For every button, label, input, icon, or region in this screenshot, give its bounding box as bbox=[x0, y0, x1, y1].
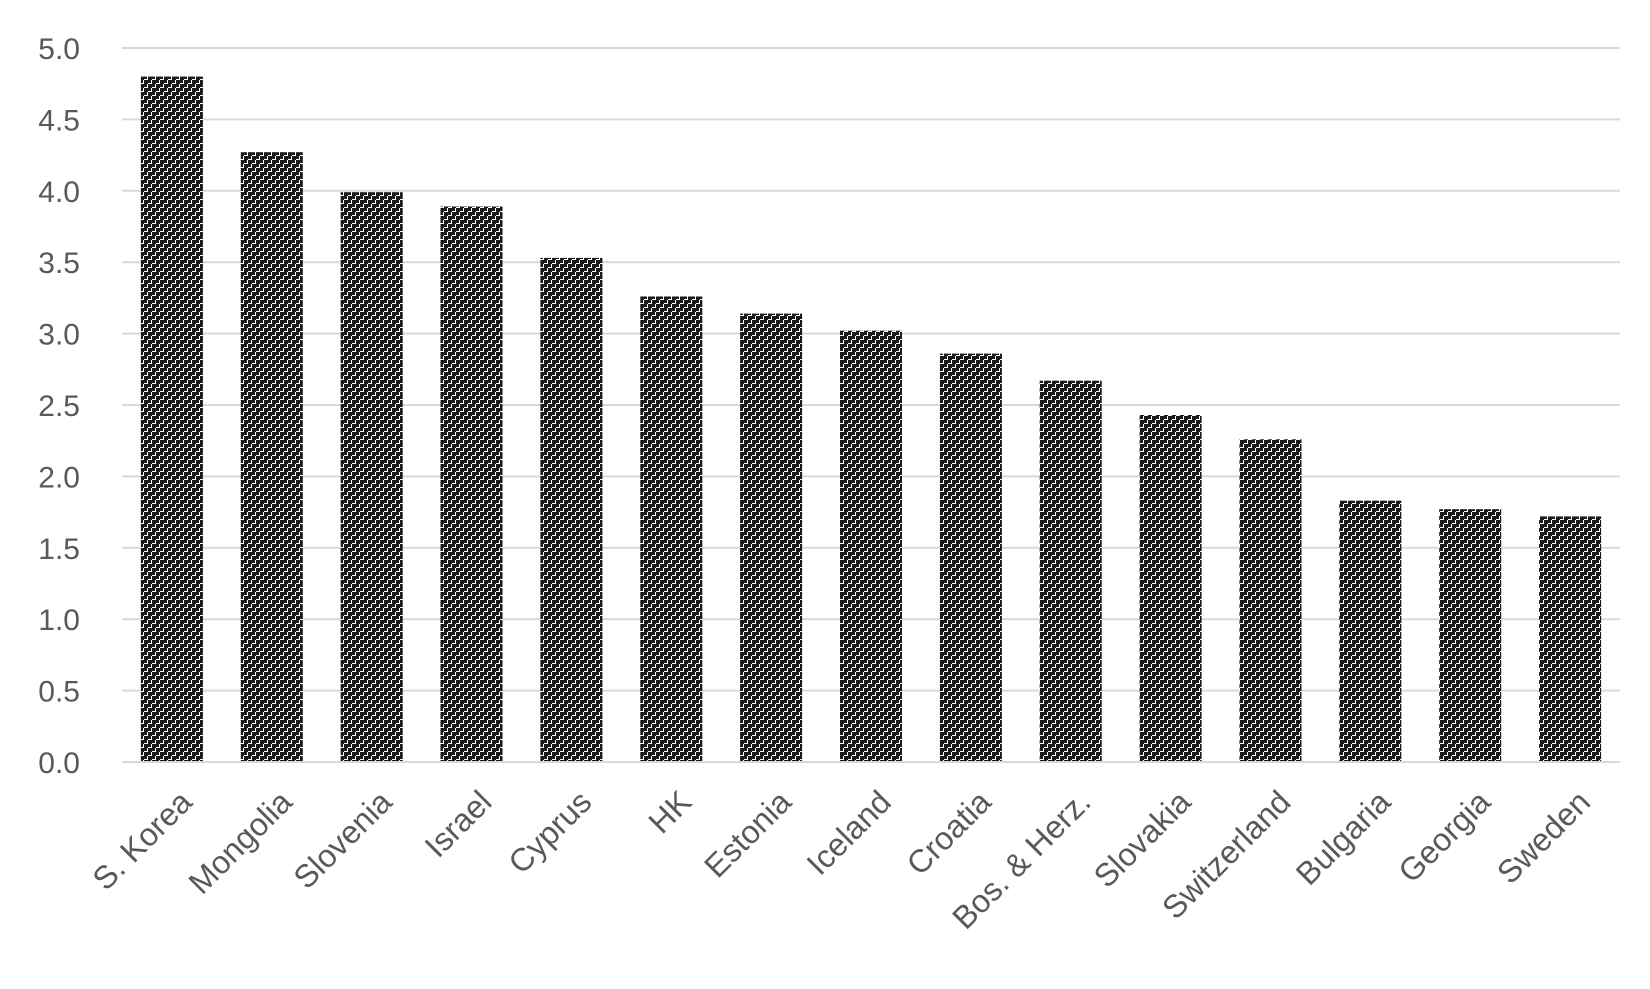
x-category-label: Georgia bbox=[1391, 783, 1497, 889]
y-tick-label: 0.0 bbox=[38, 747, 80, 780]
x-category-label: Sweden bbox=[1490, 783, 1597, 890]
x-category-label: Slovenia bbox=[286, 783, 398, 895]
bar-hk bbox=[640, 296, 703, 762]
x-category-label: Estonia bbox=[697, 783, 798, 884]
bar-israel bbox=[440, 206, 503, 762]
bar-estonia bbox=[740, 313, 803, 762]
bar-switzerland bbox=[1239, 439, 1302, 762]
bar-iceland bbox=[840, 330, 902, 762]
bar-croatia bbox=[939, 353, 1002, 762]
y-tick-label: 1.0 bbox=[38, 604, 80, 637]
y-tick-label: 0.5 bbox=[38, 676, 80, 709]
y-tick-label: 5.0 bbox=[38, 33, 80, 66]
x-category-label: S. Korea bbox=[85, 783, 199, 897]
x-category-label: Croatia bbox=[899, 783, 998, 882]
bar-bulgaria bbox=[1339, 500, 1402, 762]
y-tick-label: 4.5 bbox=[38, 104, 80, 137]
x-category-label: Bulgaria bbox=[1289, 783, 1398, 892]
bar-s-korea bbox=[140, 76, 203, 763]
bar-sweden bbox=[1539, 516, 1602, 762]
bar-bos-herz bbox=[1039, 380, 1102, 762]
y-tick-label: 1.5 bbox=[38, 533, 80, 566]
y-axis-tick-labels: 0.0 0.5 1.0 1.5 2.0 2.5 3.0 3.5 4.0 4.5 5.0 bbox=[38, 33, 80, 780]
bar-mongolia bbox=[240, 152, 303, 762]
y-tick-label: 2.0 bbox=[38, 461, 80, 494]
y-tick-label: 4.0 bbox=[38, 176, 80, 209]
x-category-label: Iceland bbox=[800, 783, 898, 881]
bar-slovakia bbox=[1139, 415, 1202, 762]
y-tick-label: 3.5 bbox=[38, 247, 80, 280]
bar-georgia bbox=[1439, 509, 1502, 762]
bars bbox=[140, 76, 1602, 763]
bar-slovenia bbox=[340, 192, 403, 762]
x-category-label: Cyprus bbox=[501, 783, 598, 880]
x-category-label: Mongolia bbox=[181, 783, 298, 900]
bar-cyprus bbox=[540, 257, 603, 762]
x-category-label: Israel bbox=[418, 783, 499, 864]
x-category-label: HK bbox=[641, 783, 698, 840]
y-tick-label: 2.5 bbox=[38, 390, 80, 423]
y-tick-label: 3.0 bbox=[38, 319, 80, 352]
